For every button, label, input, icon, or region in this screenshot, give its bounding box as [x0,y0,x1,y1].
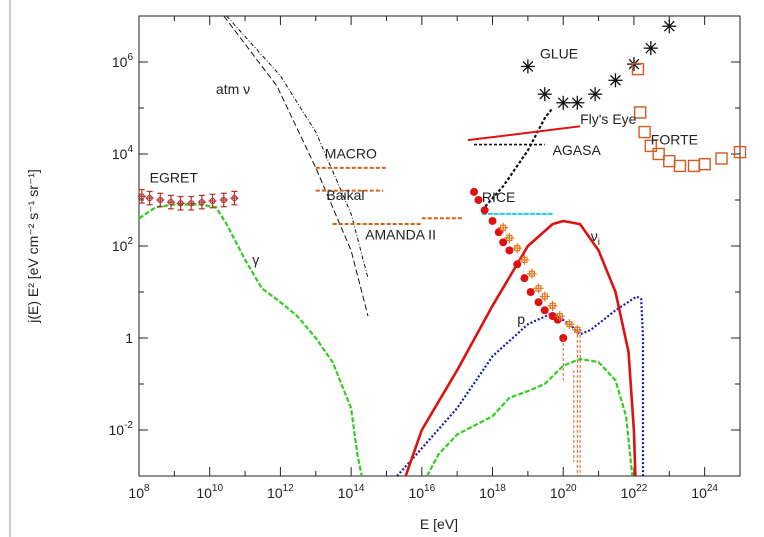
egret-point [137,189,146,204]
hires-point [519,254,530,265]
forte-point [638,125,651,139]
uhecr-point [499,238,508,247]
series-gzk-neutrino [426,357,634,477]
uhecr-point [470,187,479,196]
series-gamma-spectrum [138,203,363,477]
forte-point [733,145,747,159]
uhecr-point [540,306,549,315]
hires-point [547,300,558,311]
label-flys-eye: Fly's Eye [580,111,637,127]
label-rice: RICE [482,189,515,205]
markers-glue [520,19,677,110]
label-forte: FORTE [651,132,698,148]
glue-point [643,41,658,56]
x-tick-label: 108 [128,483,150,501]
forte-point [633,106,647,119]
label-baikal: Baikal [326,187,364,203]
uhecr-point [494,228,503,237]
label-agasa: AGASA [553,142,602,158]
markers-forte [631,62,747,173]
egret-point [145,190,154,206]
egret-point [156,192,165,208]
egret-point [197,194,206,210]
x-tick-label: 1024 [691,483,718,501]
limit-flys-eye [467,125,581,142]
glue-point [537,87,552,102]
hires-point [564,319,575,330]
series-atm1 [226,15,369,279]
x-tick-label: 1014 [338,483,365,501]
markers-egret [137,189,239,211]
x-tick-label: 1016 [408,483,435,501]
label-nu-i: νi [591,228,600,248]
uhecr-point [534,298,543,307]
series-group [138,15,645,477]
hires-point [498,222,509,233]
x-tick-label: 1018 [479,483,506,501]
series-proton [396,295,645,477]
series-atm2 [223,15,369,317]
uhecr-point [505,246,514,255]
egret-point [176,195,185,211]
hires-point [554,311,565,322]
x-axis-title: E [eV] [420,516,458,532]
glue-point [662,19,677,34]
y-tick-labels: 10-2 1 102 104 106 [109,52,134,438]
forte-point [698,158,711,171]
label-amanda: AMANDA II [365,226,436,242]
series-glue-trend [481,107,554,211]
glue-point [588,87,603,102]
y-axis-title: j(E) E² [eV cm⁻² s⁻¹ sr⁻¹] [25,169,41,324]
egret-point [208,193,217,209]
hires-point [512,243,523,254]
label-egret: EGRET [150,170,199,186]
forte-point [715,152,728,165]
y-tick-label: 1 [125,330,133,346]
x-tick-label: 1012 [267,483,294,501]
uhecr-point [513,260,522,269]
label-p: p [517,311,525,327]
forte-point [631,62,645,76]
series-nu-i [404,219,637,477]
hires-point [526,268,537,279]
uhecr-point [488,216,497,225]
annotations: atm ν MACRO Baikal AMANDA II EGRET γ RICE GLUE F… [150,45,698,327]
forte-point [644,139,658,153]
glue-point [608,73,623,88]
hires-point [533,283,544,294]
x-tick-label: 1020 [550,483,577,501]
uhecr-point [520,274,529,283]
marker-group [137,19,747,476]
uhecr-point [526,288,535,296]
x-tick-label: 1010 [196,483,223,501]
hires-point [504,232,515,243]
egret-point [219,192,228,208]
label-atm-nu: atm ν [216,81,250,97]
egret-point [187,195,196,211]
uhecr-point [474,196,483,204]
uhecr-point [480,206,489,215]
y-tick-label: 104 [112,144,134,162]
label-glue: GLUE [540,45,578,61]
egret-point [166,194,175,210]
x-tick-labels: 108 1010 1012 1014 1016 1018 1020 1022 1024 [128,483,718,501]
glue-point [556,95,571,110]
hires-point [539,291,550,302]
label-macro: MACRO [325,145,377,161]
forte-point [652,147,665,161]
x-tick-label: 1022 [621,483,648,501]
y-tick-label: 10-2 [109,420,134,438]
axis-ticks [138,15,741,477]
egret-point [230,190,239,206]
forte-point [673,159,687,173]
label-gamma: γ [252,251,259,267]
markers-uhecr [470,187,568,342]
glue-point [520,59,535,74]
limit-lines [315,125,581,226]
markers-uhecr-hires [498,222,583,335]
y-tick-label: 102 [112,236,134,254]
y-tick-label: 106 [112,52,134,70]
glue-point [570,95,585,110]
